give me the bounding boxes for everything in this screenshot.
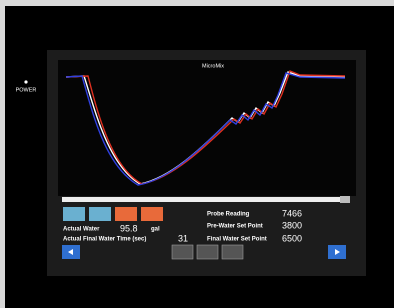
reading-value: 6500 bbox=[282, 233, 302, 243]
button[interactable] bbox=[63, 207, 85, 221]
screenshot: POWER MicroMix Actual Water 95.8 gal Act… bbox=[0, 0, 394, 308]
button[interactable] bbox=[197, 245, 218, 259]
button[interactable] bbox=[141, 207, 163, 221]
reading-value: 95.8 bbox=[120, 223, 138, 233]
reading-label: Pre-Water Set Point bbox=[207, 224, 263, 230]
button[interactable] bbox=[172, 245, 193, 259]
reading-value: 3800 bbox=[282, 220, 302, 230]
reading-label: Final Water Set Point bbox=[207, 237, 267, 243]
button[interactable] bbox=[222, 245, 243, 259]
slider-thumb[interactable] bbox=[340, 196, 350, 203]
reading-label: Actual Final Water Time (sec) bbox=[63, 237, 146, 243]
power-label: POWER bbox=[16, 87, 37, 93]
reading-value: 31 bbox=[178, 233, 188, 243]
screen-title: MicroMix bbox=[202, 63, 224, 69]
slider-track[interactable] bbox=[62, 197, 350, 202]
button[interactable] bbox=[89, 207, 111, 221]
reading-value: 7466 bbox=[282, 208, 302, 218]
reading-label: Probe Reading bbox=[207, 212, 250, 218]
page: POWER MicroMix Actual Water 95.8 gal Act… bbox=[0, 0, 394, 308]
power-led bbox=[24, 80, 27, 83]
reading-label: Actual Water bbox=[63, 227, 100, 233]
reading-unit: gal bbox=[151, 227, 160, 233]
button[interactable] bbox=[115, 207, 137, 221]
